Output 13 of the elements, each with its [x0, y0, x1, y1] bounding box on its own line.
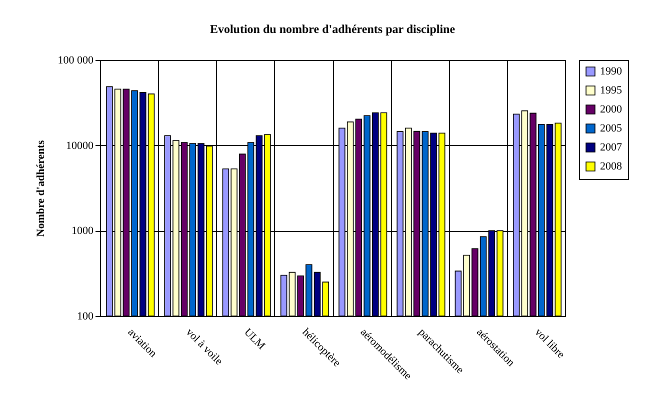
y-tick-label: 10000 [66, 140, 94, 152]
legend-label: 2008 [600, 160, 622, 172]
legend-label: 2005 [600, 122, 622, 134]
y-axis-title: Nombre d'adhérents [34, 140, 47, 237]
chart-title: Evolution du nombre d'adhérents par discipline [210, 22, 456, 36]
legend-label: 1995 [600, 84, 622, 96]
legend-label: 2007 [600, 142, 622, 154]
legend-label: 1990 [600, 66, 622, 78]
x-tick-label: vol à voile [183, 326, 225, 368]
y-tick-label: 100 [77, 310, 94, 322]
y-tick-label: 100 000 [58, 54, 94, 66]
y-tick-label: 1000 [72, 225, 94, 238]
legend-label: 2000 [600, 104, 622, 116]
